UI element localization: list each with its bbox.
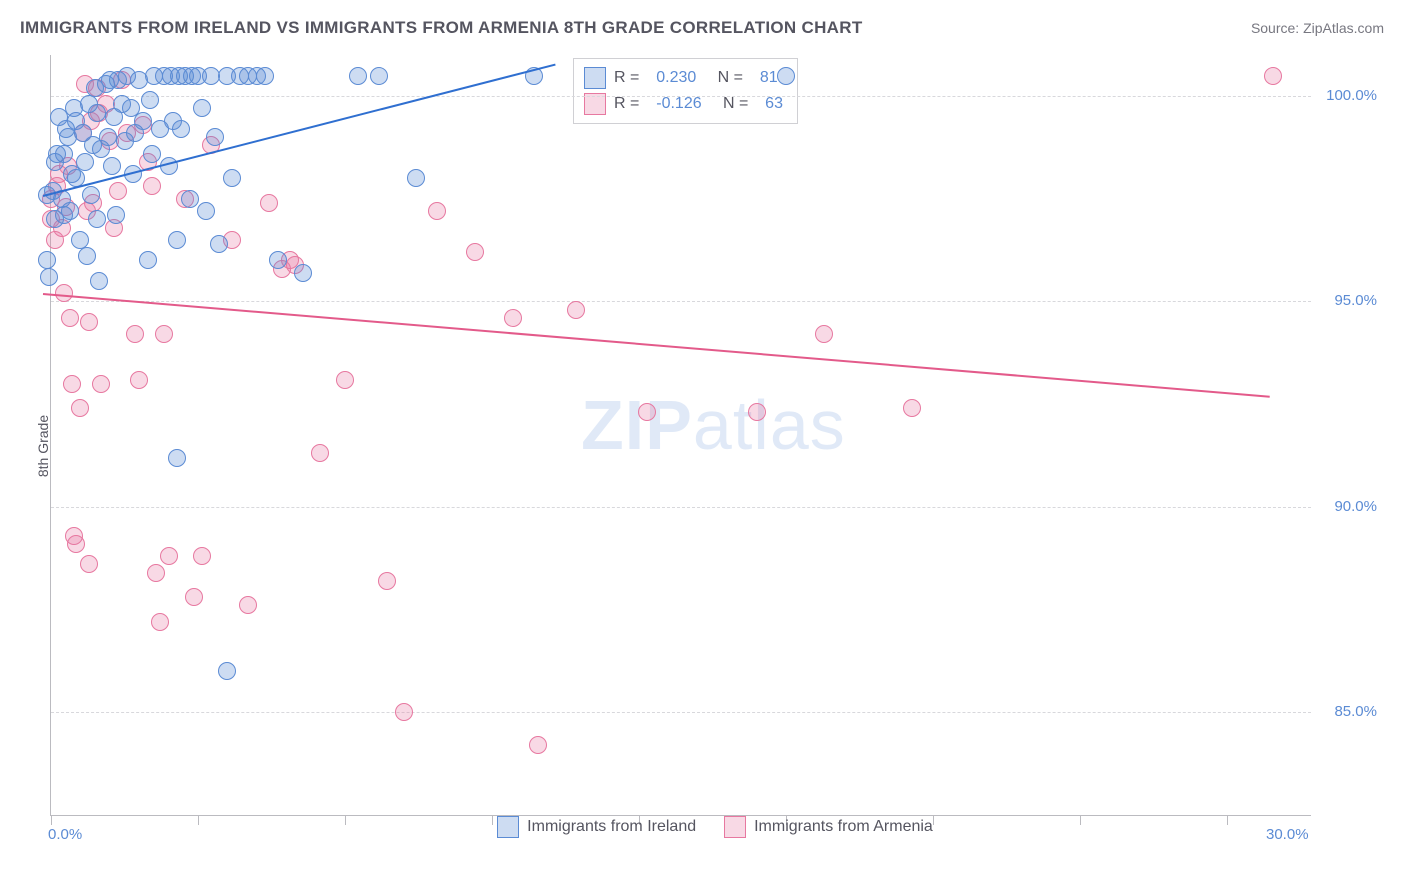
data-point-armenia [160,547,178,565]
data-point-ireland [76,153,94,171]
data-point-armenia [529,736,547,754]
data-point-armenia [239,596,257,614]
y-tick-label: 85.0% [1317,703,1377,720]
y-tick-label: 95.0% [1317,292,1377,309]
data-point-ireland [218,662,236,680]
data-point-armenia [336,371,354,389]
data-point-armenia [428,202,446,220]
data-point-ireland [82,186,100,204]
data-point-ireland [134,112,152,130]
data-point-ireland [38,251,56,269]
x-tick-label: 0.0% [48,826,82,843]
data-point-armenia [67,535,85,553]
watermark: ZIPatlas [581,385,846,465]
data-point-armenia [126,325,144,343]
data-point-ireland [370,67,388,85]
data-point-armenia [567,301,585,319]
y-axis-label: 8th Grade [35,415,51,477]
data-point-ireland [141,91,159,109]
data-point-armenia [748,403,766,421]
data-point-armenia [61,309,79,327]
data-point-ireland [197,202,215,220]
data-point-ireland [61,202,79,220]
data-point-armenia [143,177,161,195]
gridline [51,96,1311,97]
data-point-armenia [71,399,89,417]
data-point-ireland [294,264,312,282]
y-tick-label: 100.0% [1317,87,1377,104]
data-point-armenia [466,243,484,261]
data-point-armenia [185,588,203,606]
data-point-armenia [63,375,81,393]
data-point-ireland [223,169,241,187]
data-point-armenia [151,613,169,631]
data-point-ireland [103,157,121,175]
data-point-armenia [504,309,522,327]
legend-item-armenia: Immigrants from Armenia [724,816,933,838]
data-point-ireland [349,67,367,85]
gridline [51,712,1311,713]
data-point-armenia [395,703,413,721]
trend-line-armenia [43,293,1270,398]
stats-legend: R = 0.230 N = 81R = -0.126 N = 63 [573,58,798,124]
armenia-swatch [724,816,746,838]
data-point-ireland [269,251,287,269]
plot-area: ZIPatlas R = 0.230 N = 81R = -0.126 N = … [50,55,1311,816]
y-tick-label: 90.0% [1317,498,1377,515]
data-point-ireland [202,67,220,85]
chart-title: IMMIGRANTS FROM IRELAND VS IMMIGRANTS FR… [20,18,863,38]
source-label: Source: [1251,20,1299,36]
x-tick-label: 30.0% [1266,826,1309,843]
data-point-armenia [109,182,127,200]
data-point-ireland [168,231,186,249]
data-point-ireland [206,128,224,146]
legend-label: Immigrants from Ireland [527,818,696,836]
data-point-armenia [378,572,396,590]
data-point-armenia [260,194,278,212]
data-point-ireland [407,169,425,187]
data-point-armenia [815,325,833,343]
data-point-ireland [172,120,190,138]
gridline [51,507,1311,508]
legend-label: Immigrants from Armenia [754,818,933,836]
data-point-ireland [139,251,157,269]
data-point-ireland [143,145,161,163]
source-name: ZipAtlas.com [1303,20,1384,36]
data-point-ireland [107,206,125,224]
data-point-ireland [78,247,96,265]
series-legend: Immigrants from Ireland Immigrants from A… [50,816,1380,843]
data-point-armenia [903,399,921,417]
legend-item-ireland: Immigrants from Ireland [497,816,696,838]
data-point-ireland [88,210,106,228]
data-point-ireland [256,67,274,85]
data-point-ireland [193,99,211,117]
data-point-ireland [777,67,795,85]
data-point-ireland [90,272,108,290]
data-point-armenia [80,313,98,331]
data-point-armenia [80,555,98,573]
legend-stat-row: R = -0.126 N = 63 [584,91,783,117]
data-point-ireland [168,449,186,467]
data-point-armenia [155,325,173,343]
data-point-armenia [92,375,110,393]
data-point-armenia [193,547,211,565]
data-point-armenia [147,564,165,582]
source-attribution: Source: ZipAtlas.com [1251,20,1384,36]
data-point-armenia [1264,67,1282,85]
data-point-ireland [71,231,89,249]
gridline [51,301,1311,302]
ireland-swatch [497,816,519,838]
data-point-ireland [210,235,228,253]
ireland-swatch [584,67,606,89]
chart-container: ZIPatlas R = 0.230 N = 81R = -0.126 N = … [50,55,1380,845]
data-point-ireland [55,145,73,163]
data-point-ireland [40,268,58,286]
legend-stat-row: R = 0.230 N = 81 [584,65,783,91]
data-point-armenia [311,444,329,462]
data-point-ireland [88,104,106,122]
data-point-ireland [181,190,199,208]
data-point-armenia [638,403,656,421]
data-point-ireland [99,128,117,146]
data-point-armenia [130,371,148,389]
